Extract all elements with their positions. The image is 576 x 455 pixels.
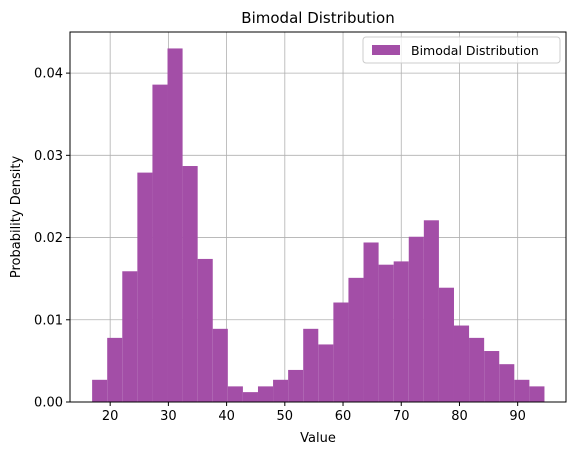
histogram-bar xyxy=(529,386,545,402)
legend-label: Bimodal Distribution xyxy=(411,43,539,58)
histogram-bar xyxy=(408,236,424,402)
histogram-bar xyxy=(469,337,485,402)
histogram-bars xyxy=(92,48,545,402)
histogram-bar xyxy=(122,271,138,402)
histogram-bar xyxy=(137,172,153,402)
histogram-bar xyxy=(499,364,515,402)
y-tick-label: 0.01 xyxy=(34,313,63,328)
histogram-bar xyxy=(453,325,470,402)
histogram-bar xyxy=(348,277,364,402)
chart-title: Bimodal Distribution xyxy=(241,9,394,27)
y-tick-label: 0.00 xyxy=(34,396,63,411)
y-tick-label: 0.03 xyxy=(34,149,63,164)
legend: Bimodal Distribution xyxy=(362,36,561,64)
histogram-bar xyxy=(182,166,198,402)
x-tick-label: 50 xyxy=(277,409,294,424)
histogram-bar xyxy=(257,386,274,402)
y-axis-label: Probability Density xyxy=(9,156,24,279)
histogram-bar xyxy=(333,302,349,402)
histogram-bar xyxy=(212,328,228,402)
histogram-bar xyxy=(107,337,123,402)
x-tick-label: 80 xyxy=(451,409,468,424)
histogram-bar xyxy=(167,48,183,402)
histogram-bar xyxy=(363,242,379,402)
x-axis-label: Value xyxy=(300,431,336,446)
histogram-bar xyxy=(438,287,454,402)
histogram-bar xyxy=(197,258,213,402)
histogram-bar xyxy=(514,379,530,402)
histogram-bar xyxy=(423,220,439,402)
x-tick-label: 90 xyxy=(509,409,526,424)
legend-box xyxy=(362,36,561,64)
histogram-bar xyxy=(288,369,304,402)
y-tick-label: 0.02 xyxy=(34,231,63,246)
histogram-bar xyxy=(152,84,168,402)
histogram-bar xyxy=(242,392,258,402)
histogram-bar xyxy=(484,351,500,402)
histogram-bar xyxy=(378,264,394,402)
x-tick-label: 30 xyxy=(160,409,177,424)
x-tick-label: 60 xyxy=(335,409,352,424)
x-tick-label: 40 xyxy=(218,409,235,424)
axes-frame xyxy=(69,31,567,403)
histogram-bar xyxy=(393,261,409,402)
y-tick-label: 0.04 xyxy=(34,67,63,82)
x-tick-label: 20 xyxy=(102,409,119,424)
histogram-bar xyxy=(303,328,319,402)
histogram-bar xyxy=(273,379,289,402)
tick-labels: 20 30 40 50 60 70 80 90 0.00 0.01 0.02 0.03 0.04 xyxy=(34,67,526,424)
plot-axes xyxy=(66,31,567,406)
histogram-bar xyxy=(92,379,108,402)
legend-swatch xyxy=(372,45,400,55)
histogram-bar xyxy=(227,386,243,402)
histogram-bar xyxy=(318,344,334,402)
x-tick-label: 70 xyxy=(393,409,410,424)
